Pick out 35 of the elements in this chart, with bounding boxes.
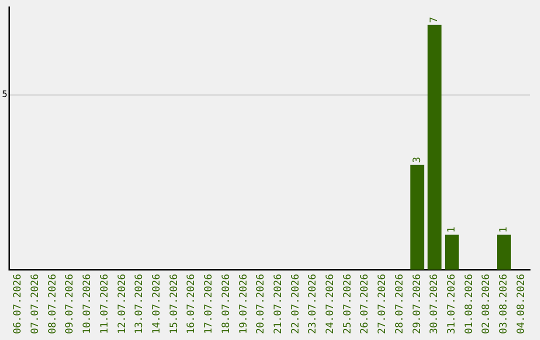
x-tick-label: 27.07.2026 bbox=[377, 274, 388, 334]
x-tick-label: 08.07.2026 bbox=[47, 274, 58, 334]
x-tick-label: 11.07.2026 bbox=[99, 274, 110, 334]
x-tick-label: 18.07.2026 bbox=[220, 274, 232, 334]
x-tick-label: 17.07.2026 bbox=[204, 274, 215, 334]
x-tick-label: 23.07.2026 bbox=[308, 274, 319, 334]
x-tick-label: 12.07.2026 bbox=[116, 274, 128, 334]
x-tick-label: 19.07.2026 bbox=[238, 274, 250, 334]
x-tick-label: 10.07.2026 bbox=[82, 274, 94, 334]
x-tick-label: 13.07.2026 bbox=[134, 274, 146, 334]
x-tick-label: 14.07.2026 bbox=[152, 274, 163, 334]
x-tick-label: 29.07.2026 bbox=[412, 274, 423, 334]
x-tick-label: 31.07.2026 bbox=[446, 274, 458, 334]
y-tick-label: 5 bbox=[2, 90, 8, 100]
x-tick-label: 06.07.2026 bbox=[12, 274, 24, 334]
x-tick-label: 30.07.2026 bbox=[429, 274, 440, 334]
x-tick-label: 16.07.2026 bbox=[186, 274, 198, 334]
data-label: 3 bbox=[412, 156, 423, 163]
x-tick-label: 01.08.2026 bbox=[464, 274, 475, 334]
x-tick-label: 25.07.2026 bbox=[342, 274, 354, 334]
x-tick-label: 22.07.2026 bbox=[290, 274, 302, 334]
x-tick-label: 24.07.2026 bbox=[325, 274, 336, 334]
x-tick-label: 15.07.2026 bbox=[168, 274, 180, 334]
data-label: 1 bbox=[498, 226, 510, 233]
x-tick-label: 07.07.2026 bbox=[30, 274, 42, 334]
x-tick-label: 21.07.2026 bbox=[272, 274, 284, 334]
data-label: 1 bbox=[446, 226, 458, 233]
data-label: 7 bbox=[429, 16, 440, 23]
x-tick-label: 28.07.2026 bbox=[394, 274, 406, 334]
x-tick-label: 03.08.2026 bbox=[498, 274, 510, 334]
x-tick-label: 20.07.2026 bbox=[256, 274, 267, 334]
x-tick-label: 04.08.2026 bbox=[516, 274, 527, 334]
x-tick-label: 02.08.2026 bbox=[481, 274, 492, 334]
x-tick-label: 26.07.2026 bbox=[360, 274, 371, 334]
x-tick-label: 09.07.2026 bbox=[64, 274, 76, 334]
